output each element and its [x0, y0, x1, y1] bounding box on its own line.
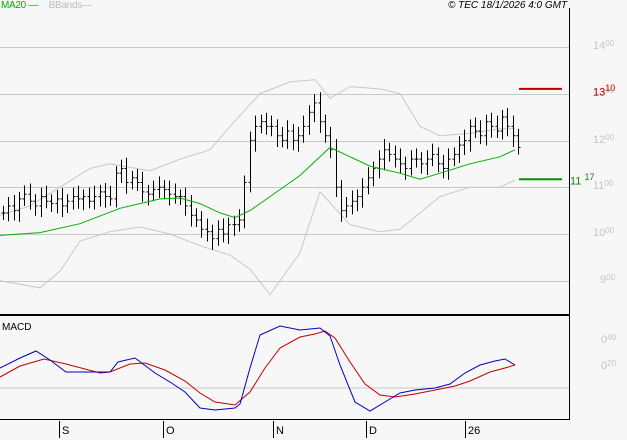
- legend-bbands: BBands—: [48, 0, 92, 11]
- legend: MA20 — BBands—: [1, 0, 92, 11]
- resistance-level-label: 1310: [593, 82, 616, 99]
- macd-tick-label: 040: [601, 333, 617, 346]
- x-axis-label: 26: [468, 425, 481, 437]
- bbands-lower-line: [0, 179, 516, 296]
- x-axis-label: O: [166, 425, 175, 437]
- ma20-line: [0, 146, 516, 236]
- legend-ma20: MA20 —: [1, 0, 39, 11]
- x-axis-label: D: [369, 425, 377, 437]
- copyright-timestamp: © TEC 18/1/2026 4:0 GMT: [448, 0, 568, 11]
- price-tick-label: 1200: [593, 133, 615, 146]
- support-level-label: 11 17: [570, 172, 595, 188]
- price-tick-label: 1000: [593, 226, 615, 239]
- x-axis-ticks: [59, 421, 466, 438]
- price-tick-label: 1300: [593, 86, 615, 99]
- x-axis-label: N: [276, 425, 284, 437]
- macd-tick-label: 020: [601, 359, 617, 372]
- price-tick-label: 1400: [593, 39, 615, 52]
- price-gridlines: [0, 47, 569, 282]
- x-axis-label: S: [62, 425, 70, 437]
- price-bars: [1, 92, 521, 250]
- macd-line: [0, 325, 516, 412]
- bbands-upper-line: [0, 79, 515, 216]
- macd-panel-title: MACD: [2, 322, 32, 333]
- price-tick-label: 900: [600, 273, 616, 286]
- price-tick-label: 1100: [593, 179, 614, 192]
